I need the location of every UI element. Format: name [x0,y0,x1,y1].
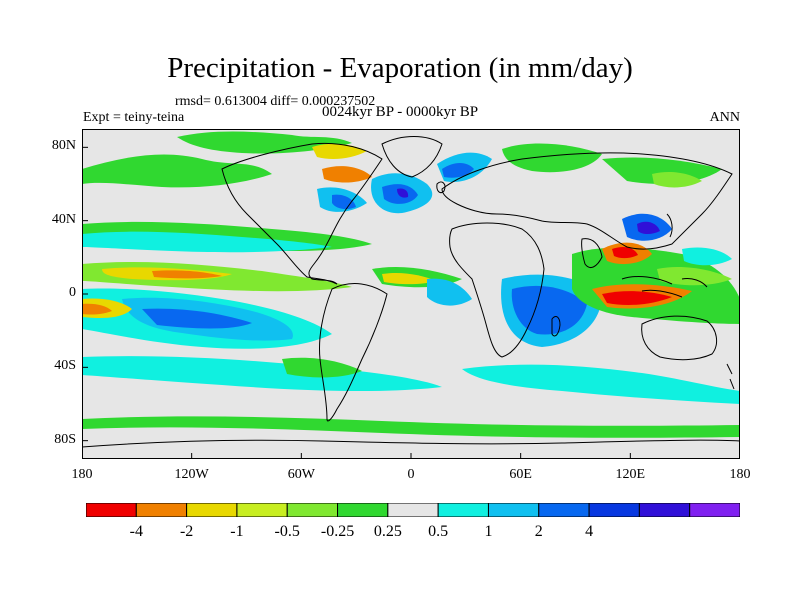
colorbar-label: -1 [230,523,244,540]
colorbar-label: -0.25 [320,523,355,540]
colorbar-label: 0.25 [373,523,402,540]
colorbar-swatch [689,503,740,517]
colorbar-swatch [638,503,691,517]
season-label: ANN [709,110,740,125]
chart-title: Precipitation - Evaporation (in mm/day) [167,52,633,84]
colorbar-swatch [487,503,540,517]
colorbar-swatch [588,503,640,517]
map-svg [82,129,740,459]
tick-marks [82,146,740,459]
period-subtitle: 0024kyr BP - 0000kyr BP [321,104,479,120]
ytick-label: 40N [51,211,76,227]
ytick-label: 0 [69,285,76,300]
colorbar [86,503,740,517]
colorbar-swatch [186,503,238,517]
colorbar-label: -2 [179,523,194,540]
colorbar-label: 0.5 [428,523,449,540]
colorbar-label: 1 [484,523,493,540]
coastlines [82,136,740,448]
xtick-label: 60W [287,467,315,482]
experiment-label: Expt = teiny-teina [83,110,185,125]
colorbar-swatch [86,503,137,517]
xtick-label: 120W [174,467,209,482]
colorbar-swatch [387,503,439,517]
xtick-label: 60E [509,467,532,482]
xtick-label: 0 [407,467,415,482]
ytick-label: 80S [54,431,76,447]
ytick-label: 80N [51,138,76,154]
xtick-label: 120E [615,467,646,482]
colorbar-label: 2 [534,523,543,540]
colorbar-swatch [538,503,590,517]
colorbar-swatch [437,503,489,517]
colorbar-label: -4 [129,523,143,540]
colorbar-swatch [135,503,188,517]
colorbar-swatch [286,503,339,517]
colorbar-swatch [337,503,389,517]
xtick-label: 180 [729,467,751,482]
colorbar-label: 4 [585,523,594,540]
xtick-label: 180 [71,467,93,482]
colorbar-label: -0.5 [274,523,300,540]
colorbar-swatch [236,503,288,517]
stats-text: rmsd= 0.613004 diff= 0.000237502 [175,94,376,109]
map-panel [82,129,740,459]
ytick-label: 40S [54,358,76,374]
